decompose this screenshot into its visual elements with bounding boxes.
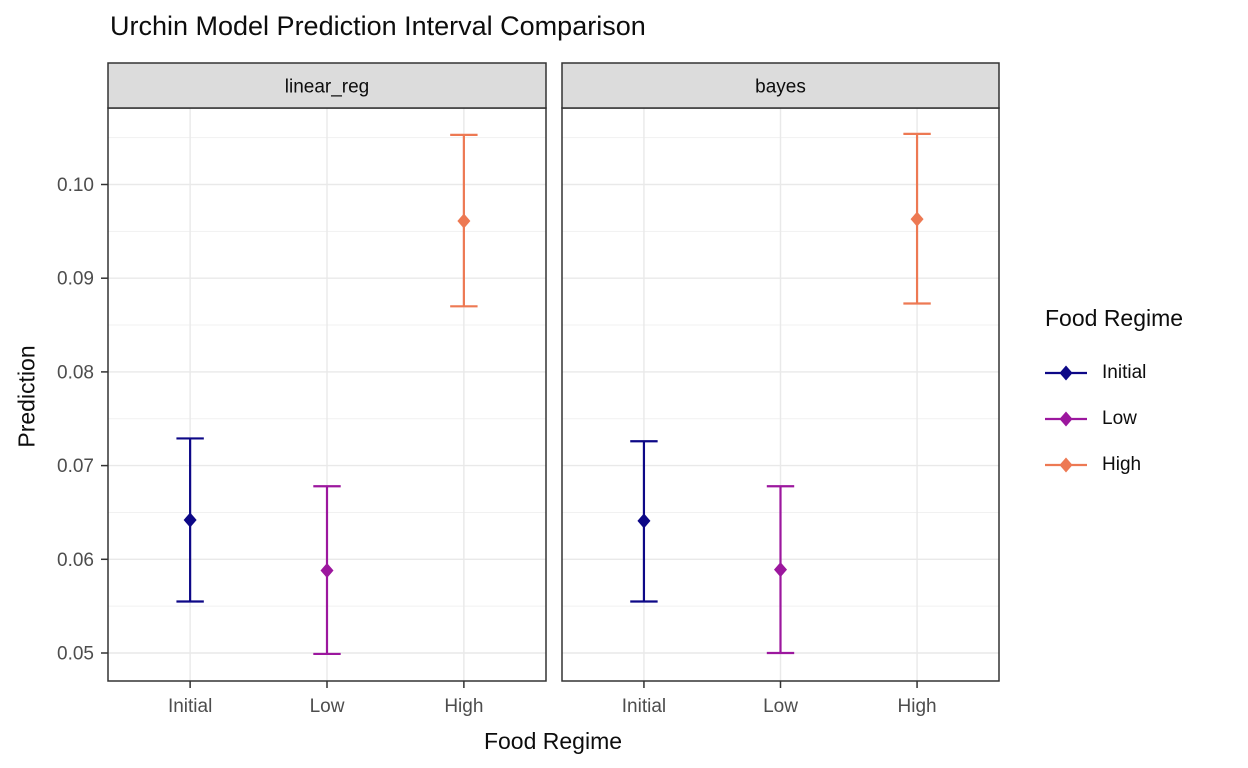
legend-item-initial: Initial (1043, 350, 1243, 396)
point-low (774, 562, 787, 578)
legend-key-initial-icon (1045, 365, 1087, 381)
legend-item-label: High (1102, 454, 1142, 475)
x-tick-label: High (444, 696, 483, 717)
facet-strip-label: bayes (755, 77, 806, 98)
y-tick-label: 0.06 (57, 550, 94, 571)
point-initial (637, 513, 651, 529)
y-tick-label: 0.05 (57, 644, 94, 665)
x-tick-label: Low (763, 696, 798, 717)
x-tick-label: Initial (622, 696, 666, 717)
legend-item-label: Low (1102, 408, 1137, 429)
legend-key-high-icon (1045, 457, 1087, 473)
legend-items: Initial Low High (1043, 350, 1243, 488)
legend-key-diamond-icon (1059, 365, 1073, 381)
y-tick-label: 0.08 (57, 362, 94, 383)
legend-item-label: Initial (1102, 362, 1147, 383)
facet-strip-label: linear_reg (285, 77, 370, 98)
y-tick-label: 0.09 (57, 269, 94, 290)
facet-strip (107, 62, 547, 109)
legend-item-high: High (1043, 442, 1243, 488)
point-high (910, 211, 924, 227)
x-tick-label: High (898, 696, 937, 717)
x-tick-label: Low (310, 696, 345, 717)
point-low (320, 563, 334, 579)
legend-item-low: Low (1043, 396, 1243, 442)
legend-key-diamond-icon (1059, 411, 1073, 427)
point-high (457, 213, 471, 229)
legend-key-diamond-icon (1059, 457, 1073, 473)
facet-strip (561, 62, 1000, 109)
legend-key-low-icon (1045, 411, 1087, 427)
x-tick-label: Initial (168, 696, 212, 717)
y-tick-label: 0.07 (57, 456, 94, 477)
chart-title: Urchin Model Prediction Interval Compari… (110, 11, 646, 41)
x-axis-title: Food Regime (483, 728, 623, 754)
y-tick-label: 0.10 (57, 175, 94, 196)
legend: Food Regime Initial Low High (1043, 305, 1243, 488)
point-initial (183, 512, 197, 528)
legend-title: Food Regime (1045, 305, 1184, 331)
